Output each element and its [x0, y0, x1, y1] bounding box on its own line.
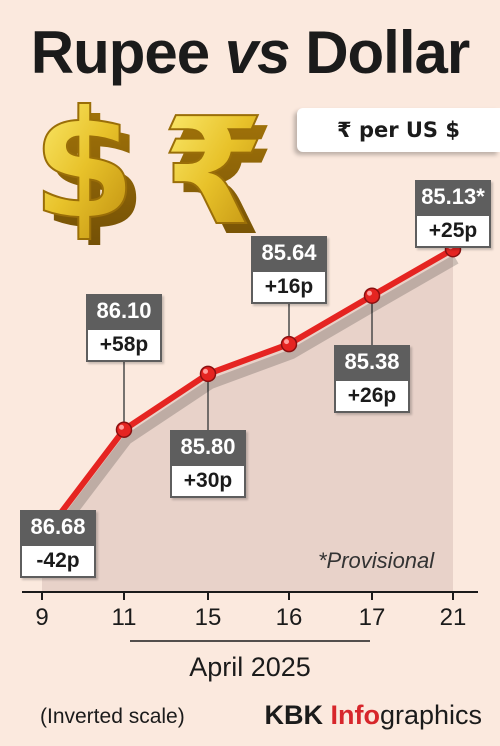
inverted-scale-note: (Inverted scale)	[40, 705, 185, 728]
value-label: 86.10	[86, 294, 162, 328]
x-tick-label: 17	[359, 604, 386, 631]
value-label: 85.80	[170, 430, 246, 464]
data-label: 86.68 -42p	[20, 510, 96, 578]
svg-text:$: $	[32, 95, 136, 245]
credit-logo: KBK Infographics	[264, 700, 482, 731]
data-label: 85.13* +25p	[415, 180, 491, 248]
unit-label: ₹ per US $	[297, 108, 500, 152]
data-label: 85.38 +26p	[334, 345, 410, 413]
x-tick-label: 21	[440, 604, 467, 631]
x-tick-label: 9	[35, 604, 48, 631]
x-axis-title: April 2025	[189, 652, 311, 682]
data-point	[115, 421, 133, 438]
svg-text:₹: ₹	[172, 96, 275, 245]
svg-text:$: $	[42, 95, 146, 245]
title-dollar: Dollar	[289, 19, 470, 86]
title-rupee: Rupee	[30, 19, 225, 86]
currency-symbols-art: $ $ ₹ ₹	[31, 95, 275, 245]
change-label: +26p	[334, 379, 410, 413]
value-label: 85.64	[251, 236, 327, 270]
chart-title: Rupee vs Dollar	[0, 18, 500, 87]
title-vs: vs	[224, 19, 291, 86]
rupee-sign-3d-icon: ₹ ₹	[161, 95, 275, 245]
svg-text:₹: ₹	[162, 95, 265, 245]
change-label: +30p	[170, 464, 246, 498]
value-label: 85.38	[334, 345, 410, 379]
data-label: 85.80 +30p	[170, 430, 246, 498]
line-shadow	[41, 254, 459, 551]
x-tick-label: 15	[195, 604, 222, 631]
series-line	[39, 246, 455, 540]
x-tick-label: 11	[112, 604, 137, 631]
change-label: +16p	[251, 270, 327, 304]
change-label: -42p	[20, 544, 96, 578]
x-tick-label: 16	[276, 604, 303, 631]
value-label: 85.13*	[415, 180, 491, 214]
data-point	[363, 287, 381, 304]
credit-brand: KBK	[264, 700, 331, 730]
change-label: +58p	[86, 328, 162, 362]
provisional-note: *Provisional	[318, 548, 435, 573]
dollar-sign-3d-icon: $ $	[31, 95, 146, 245]
data-point	[280, 335, 298, 353]
data-label: 85.64 +16p	[251, 236, 327, 304]
change-label: +25p	[415, 214, 491, 248]
value-label: 86.68	[20, 510, 96, 544]
credit-info: Info	[330, 700, 380, 730]
data-point	[199, 365, 217, 383]
data-label: 86.10 +58p	[86, 294, 162, 362]
credit-graphics: graphics	[379, 700, 482, 730]
area-shade	[42, 249, 453, 592]
